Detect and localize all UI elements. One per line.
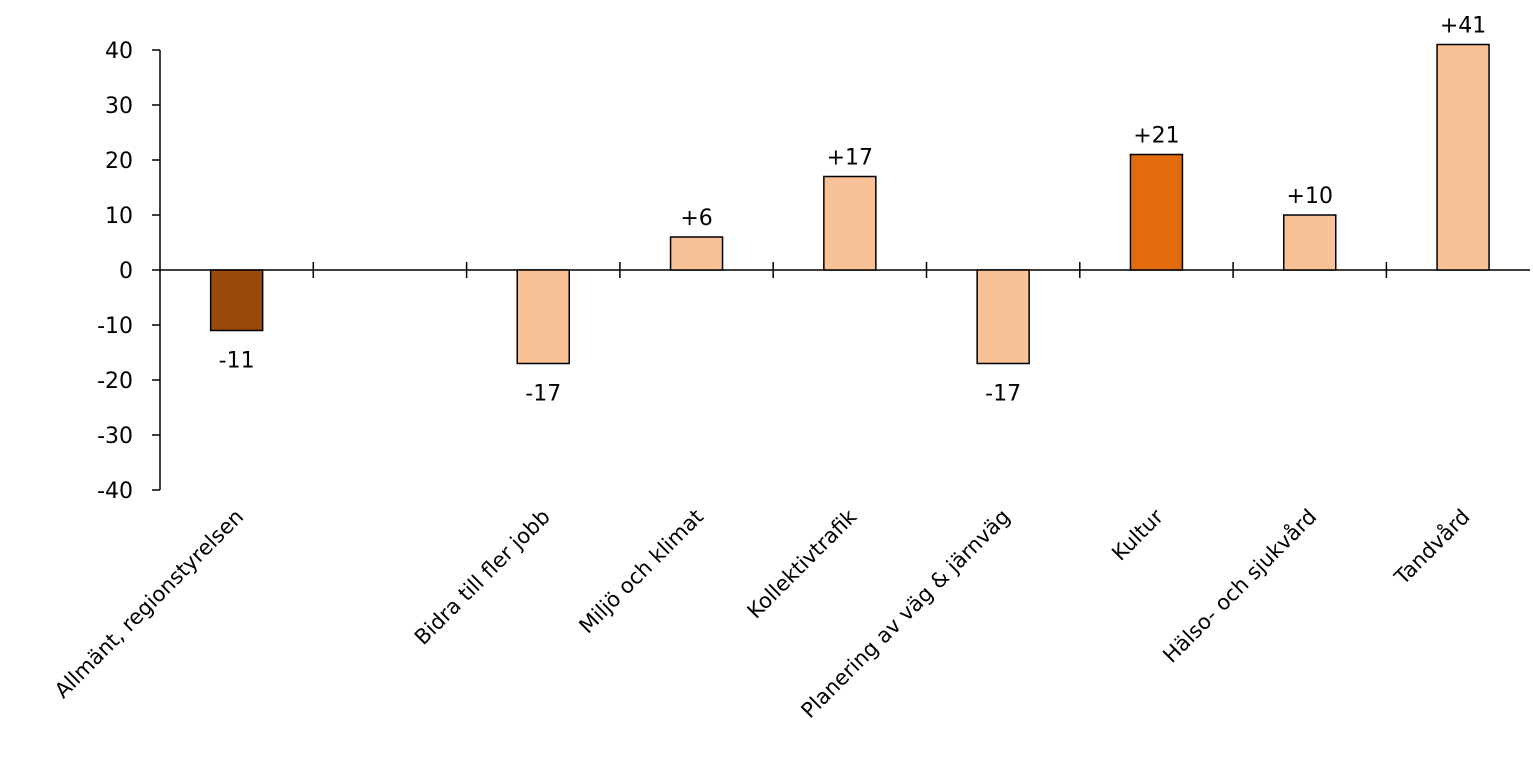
category-label: Miljö och klimat — [574, 505, 708, 639]
data-label: -11 — [219, 349, 255, 374]
bar — [976, 269, 1030, 365]
y-tick-label: 40 — [105, 39, 133, 64]
y-tick-label: 0 — [119, 259, 133, 284]
y-tick-label: -10 — [97, 314, 133, 339]
data-label: +41 — [1440, 14, 1486, 39]
y-tick-label: -30 — [97, 424, 133, 449]
data-label: +21 — [1133, 124, 1179, 149]
data-label: +10 — [1287, 184, 1333, 209]
y-tick-label: -40 — [97, 479, 133, 504]
y-tick-label: 30 — [105, 94, 133, 119]
bar — [516, 269, 570, 365]
category-labels: Allmänt, regionstyrelsen Bidra till fler … — [50, 504, 1475, 723]
y-tick-label: 10 — [105, 204, 133, 229]
bar — [1436, 43, 1490, 271]
bar — [669, 236, 724, 271]
data-label: +6 — [680, 206, 712, 231]
category-label: Bidra till fler jobb — [410, 505, 555, 650]
data-label: -17 — [985, 382, 1021, 407]
category-label: Kollektivtrafik — [743, 504, 862, 623]
bars — [209, 43, 1490, 365]
bar — [823, 175, 877, 271]
data-label: +17 — [827, 146, 873, 171]
category-label: Allmänt, regionstyrelsen — [50, 505, 248, 703]
y-tick-label: 20 — [105, 149, 133, 174]
y-axis: 40 30 20 10 0 -10 -20 -30 -40 — [97, 39, 161, 504]
category-label: Kultur — [1107, 504, 1168, 565]
bar — [1283, 214, 1337, 271]
y-tick-label: -20 — [97, 369, 133, 394]
bar — [209, 269, 264, 332]
data-labels: -11 -17 +6 +17 -17 +21 +10 +41 — [219, 14, 1487, 407]
bar — [1129, 153, 1184, 271]
category-label: Hälso- och sjukvård — [1158, 504, 1322, 668]
category-label: Tandvård — [1388, 504, 1474, 590]
data-label: -17 — [525, 382, 561, 407]
